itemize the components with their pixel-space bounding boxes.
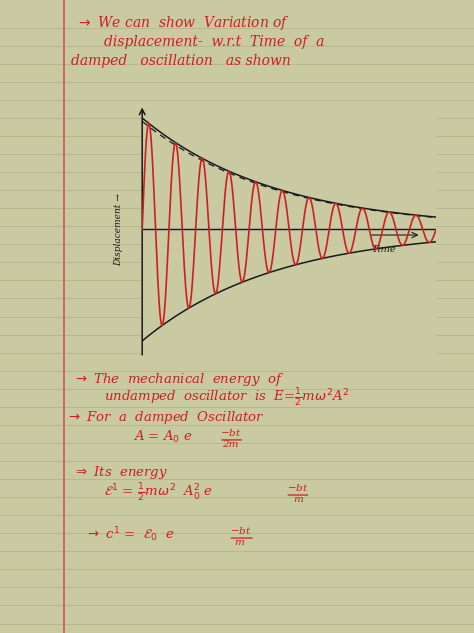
Text: displacement-  w.r.t  Time  of  a: displacement- w.r.t Time of a [104, 35, 325, 49]
Text: damped   oscillation   as shown: damped oscillation as shown [71, 54, 291, 68]
Text: $\rightarrow$ We can  show  Variation of: $\rightarrow$ We can show Variation of [76, 13, 290, 32]
Text: $\mathcal{E}^1$ = $\frac{1}{2}$m$\omega^2$  A$_0^2$ e: $\mathcal{E}^1$ = $\frac{1}{2}$m$\omega^… [104, 482, 213, 504]
Text: $-$bt: $-$bt [287, 482, 308, 492]
Text: $-$bt: $-$bt [220, 427, 242, 437]
Text: Displacement →: Displacement → [114, 193, 123, 266]
Text: $\rightarrow$ c$^1$ =  $\mathcal{E}_0$  e: $\rightarrow$ c$^1$ = $\mathcal{E}_0$ e [85, 525, 175, 544]
Text: m: m [293, 495, 303, 504]
Text: $\rightarrow$ The  mechanical  energy  of: $\rightarrow$ The mechanical energy of [73, 371, 284, 388]
Text: Time: Time [372, 245, 396, 254]
Text: m: m [235, 538, 245, 547]
Text: A = A$_0$ e: A = A$_0$ e [133, 429, 192, 445]
Text: 2m: 2m [222, 440, 238, 449]
Text: $\rightarrow$ For  a  damped  Oscillator: $\rightarrow$ For a damped Oscillator [66, 409, 265, 426]
Text: $\Rightarrow$ Its  energy: $\Rightarrow$ Its energy [73, 464, 168, 481]
Text: undamped  oscillator  is  E=$\frac{1}{2}$m$\omega^2$A$^2$: undamped oscillator is E=$\frac{1}{2}$m$… [104, 387, 349, 410]
Text: $-$bt: $-$bt [230, 525, 251, 536]
